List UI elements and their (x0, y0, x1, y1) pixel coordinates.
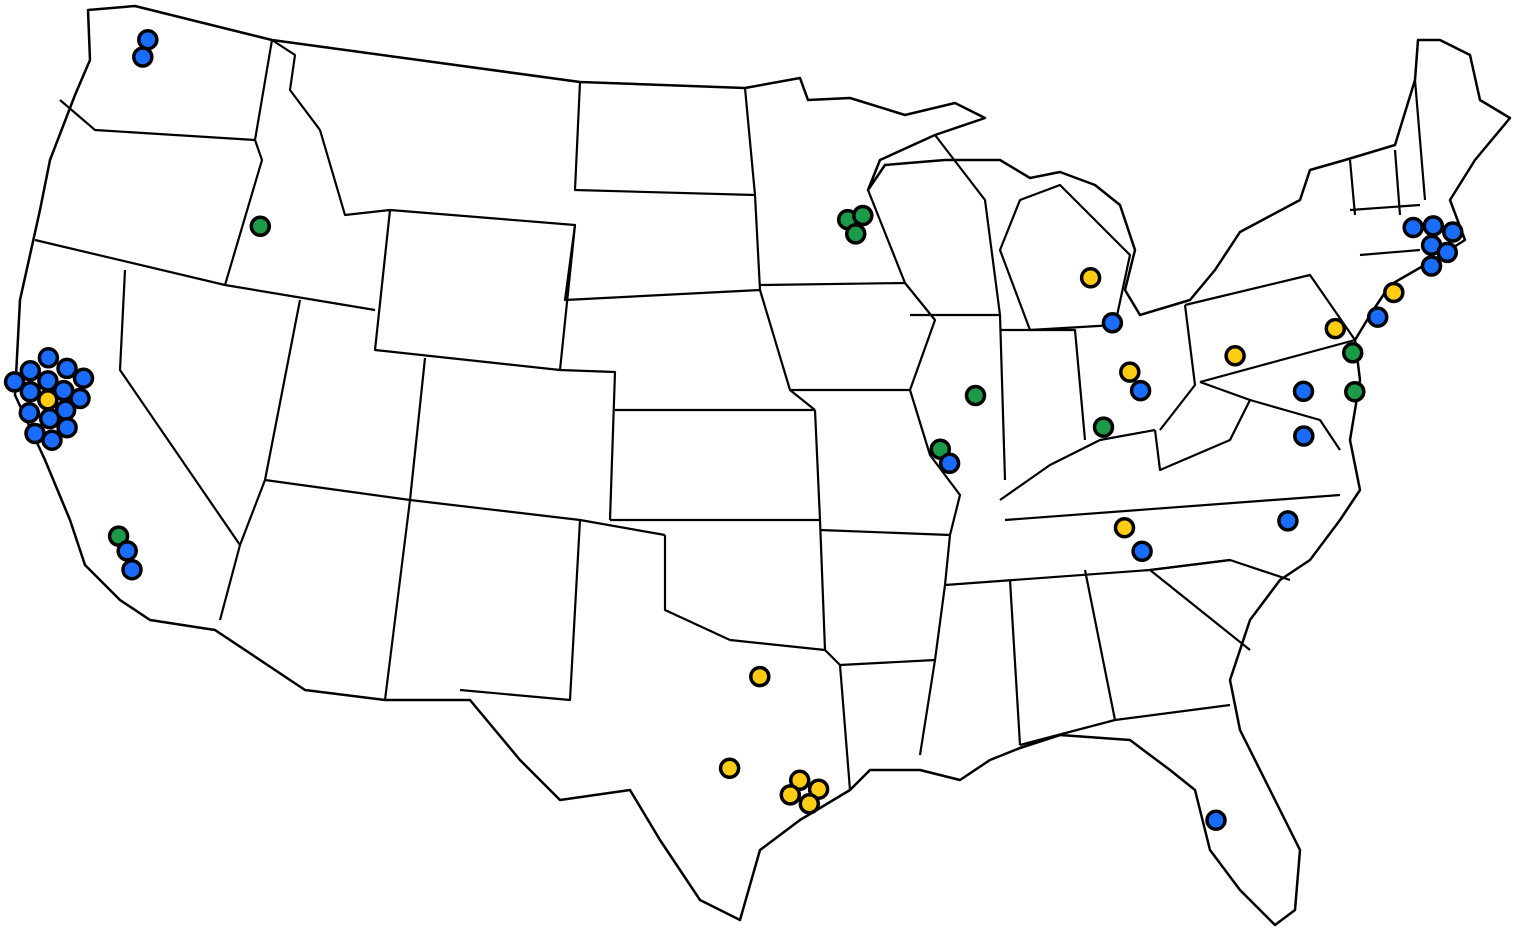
map-marker-blue[interactable] (72, 367, 95, 389)
border-mo-ar (819, 528, 951, 537)
map-marker-green[interactable] (844, 223, 867, 245)
border-id-nv-ut (224, 283, 376, 312)
map-marker-blue[interactable] (52, 379, 75, 402)
border-ut-co (408, 357, 427, 501)
map-marker-blue[interactable] (41, 429, 63, 451)
border-ohio-river (999, 428, 1156, 501)
map-marker-green[interactable] (1344, 380, 1366, 403)
map-marker-blue[interactable] (38, 407, 61, 430)
map-marker-yellow[interactable] (1383, 281, 1405, 304)
border-nc-sc (1149, 558, 1291, 582)
map-marker-yellow[interactable] (807, 778, 830, 800)
border-mississippi-north (866, 189, 962, 536)
map-marker-blue[interactable] (1292, 380, 1315, 403)
map-marker-yellow[interactable] (718, 757, 741, 780)
border-sd-ne (563, 224, 761, 302)
map-marker-blue[interactable] (1420, 255, 1443, 277)
border-va-md (1249, 398, 1341, 451)
map-marker-yellow[interactable] (37, 389, 59, 411)
border-co-ks (559, 368, 617, 521)
map-marker-green[interactable] (852, 204, 874, 227)
map-marker-blue[interactable] (938, 452, 961, 475)
border-oh-pa-wv (1159, 304, 1197, 431)
map-marker-blue[interactable] (1293, 425, 1315, 447)
map-marker-green[interactable] (249, 215, 272, 238)
map-marker-blue[interactable] (121, 558, 143, 581)
map-marker-yellow[interactable] (1224, 345, 1246, 367)
map-marker-yellow[interactable] (1113, 516, 1136, 539)
border-ok-tx (663, 535, 826, 652)
map-marker-blue[interactable] (1131, 540, 1153, 563)
map-marker-blue[interactable] (1436, 241, 1459, 264)
border-nh-me (1413, 79, 1427, 201)
border-wa-or (59, 99, 256, 142)
map-marker-blue[interactable] (1366, 306, 1389, 328)
map-marker-blue[interactable] (1101, 312, 1124, 334)
map-marker-blue[interactable] (56, 357, 78, 380)
map-marker-yellow[interactable] (779, 784, 802, 806)
map-marker-green[interactable] (1341, 342, 1364, 364)
map-marker-blue[interactable] (1442, 221, 1464, 243)
map-marker-blue[interactable] (37, 347, 60, 369)
border-az-nm (383, 499, 412, 701)
border-ky-tn-va-nc (1004, 493, 1341, 522)
map-marker-blue[interactable] (132, 46, 154, 68)
map-marker-green[interactable] (964, 384, 987, 407)
border-or-id (223, 39, 274, 286)
border-ga-sc (1149, 569, 1251, 651)
map-marker-green[interactable] (1092, 416, 1115, 438)
map-marker-yellow[interactable] (749, 665, 771, 688)
border-mn-ia (759, 281, 906, 287)
us-landmass (13, 4, 1512, 927)
border-nd-sd (573, 81, 756, 197)
border-tx-la (824, 649, 852, 791)
map-marker-blue[interactable] (3, 371, 26, 393)
border-ny-vt (1348, 159, 1357, 216)
border-wi-mi (934, 134, 1002, 316)
map-marker-blue[interactable] (1422, 215, 1445, 237)
border-ms-al (1008, 579, 1022, 746)
border-fl (1019, 703, 1231, 747)
border-or-ca (34, 238, 226, 287)
map-marker-yellow[interactable] (1324, 317, 1347, 340)
map-marker-blue[interactable] (1277, 510, 1299, 532)
us-outline (13, 4, 1512, 927)
border-pa (1184, 273, 1357, 384)
border-ct-ri (1359, 248, 1421, 257)
border-mississippi-south (918, 534, 952, 756)
border-nm-tx (459, 519, 582, 702)
map-marker-blue[interactable] (1205, 809, 1227, 831)
map-marker-yellow[interactable] (798, 793, 821, 815)
border-ar-la (839, 658, 936, 667)
map-marker-yellow[interactable] (1079, 267, 1102, 289)
map-marker-blue[interactable] (1129, 379, 1152, 402)
map-marker-yellow[interactable] (788, 769, 811, 792)
border-al-ga (1083, 569, 1117, 721)
map-marker-blue[interactable] (19, 360, 42, 382)
map-marker-blue[interactable] (69, 387, 91, 410)
map-marker-blue[interactable] (18, 402, 41, 424)
state-borders (34, 39, 1427, 791)
border-ut-az-nm (264, 478, 666, 537)
border-mn-west (743, 87, 762, 291)
border-ma (1349, 203, 1421, 212)
border-in-oh (1000, 328, 1087, 441)
map-marker-blue[interactable] (56, 416, 78, 439)
map-marker-blue[interactable] (137, 28, 159, 51)
marker-layer (3, 28, 1464, 831)
map-marker-blue[interactable] (19, 381, 42, 403)
border-il-in (998, 314, 1007, 481)
map-marker-blue[interactable] (116, 540, 138, 562)
map-marker-blue[interactable] (1402, 216, 1424, 239)
border-vt-nh (1393, 149, 1402, 216)
border-id-mt (271, 39, 391, 217)
border-ca-nv (118, 269, 242, 621)
border-wv-va (1153, 380, 1252, 472)
map-marker-yellow[interactable] (1119, 361, 1141, 383)
border-mo-west (813, 409, 827, 651)
